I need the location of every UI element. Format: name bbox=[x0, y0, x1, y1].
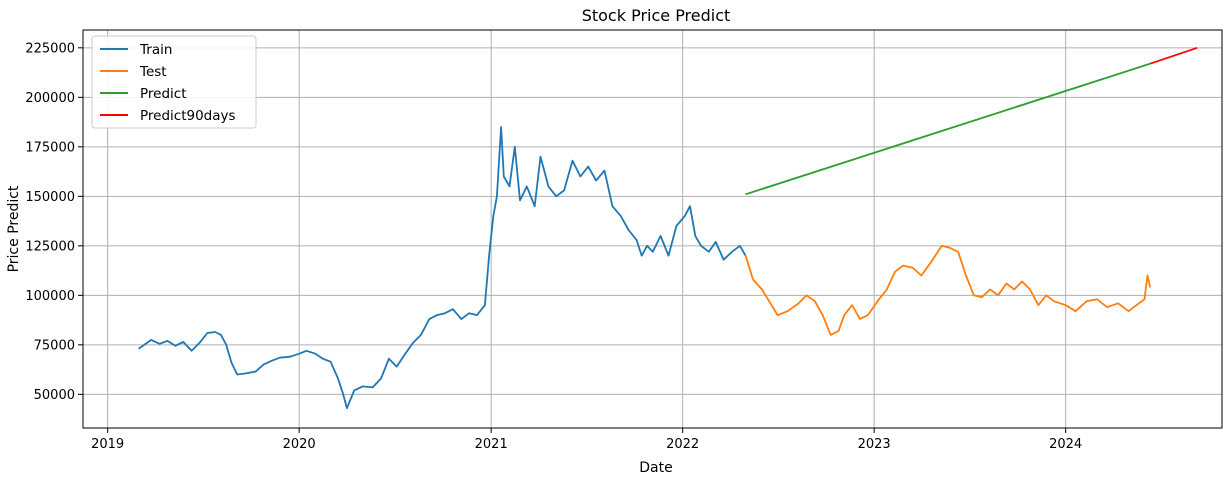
y-tick-label: 200000 bbox=[25, 91, 75, 106]
legend-box bbox=[91, 35, 257, 129]
y-tick-label: 50000 bbox=[34, 388, 75, 403]
chart-title: Stock Price Predict bbox=[582, 6, 731, 25]
legend-label: Test bbox=[139, 64, 167, 80]
series-line-predict90days bbox=[1149, 46, 1198, 65]
x-axis-label: Date bbox=[639, 460, 672, 476]
grid bbox=[83, 30, 1222, 428]
x-axis: 2019 2020 2021 2022 2023 2024 bbox=[91, 428, 1082, 452]
legend: Train Test Predict Predict90days bbox=[91, 35, 257, 129]
series-line-train bbox=[138, 126, 747, 410]
legend-label: Predict90days bbox=[140, 108, 236, 124]
y-tick-label: 175000 bbox=[25, 140, 75, 155]
plot-series bbox=[138, 46, 1198, 410]
y-tick-label: 225000 bbox=[25, 41, 75, 56]
plot-frame bbox=[82, 29, 1223, 429]
y-tick-label: 150000 bbox=[25, 190, 75, 205]
y-axis: 50000 75000 100000 125000 150000 175000 200000… bbox=[25, 41, 83, 403]
x-tick-label: 2019 bbox=[91, 437, 124, 452]
x-tick-label: 2020 bbox=[283, 437, 316, 452]
x-tick-label: 2023 bbox=[858, 437, 891, 452]
legend-label: Predict bbox=[140, 86, 187, 102]
series-line-predict bbox=[745, 62, 1151, 196]
y-tick-label: 75000 bbox=[34, 338, 75, 353]
y-axis-label: Price Predict bbox=[6, 185, 22, 272]
y-tick-label: 100000 bbox=[25, 289, 75, 304]
x-tick-label: 2021 bbox=[475, 437, 508, 452]
y-tick-label: 125000 bbox=[25, 239, 75, 254]
x-tick-label: 2024 bbox=[1049, 437, 1082, 452]
series-line-test bbox=[744, 244, 1151, 336]
x-tick-label: 2022 bbox=[666, 437, 699, 452]
legend-label: Train bbox=[139, 42, 172, 58]
